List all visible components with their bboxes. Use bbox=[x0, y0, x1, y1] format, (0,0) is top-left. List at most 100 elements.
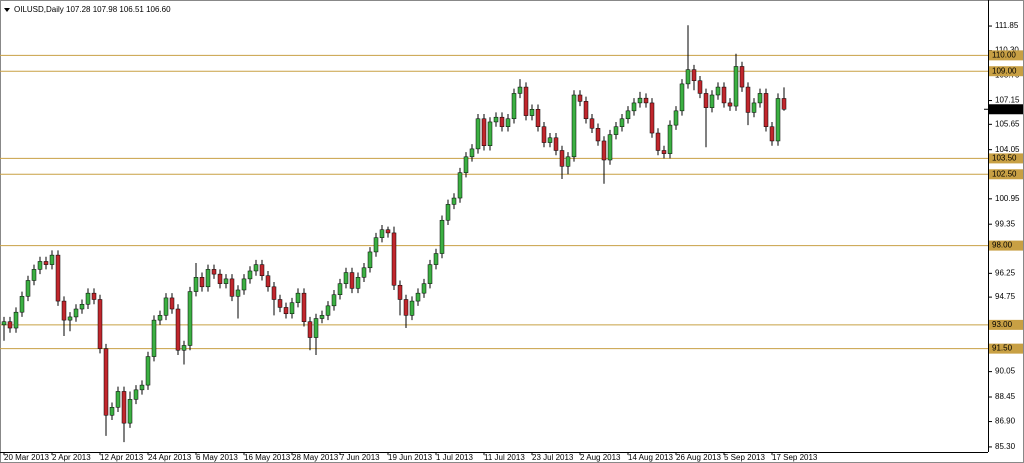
candle-body bbox=[175, 308, 181, 351]
candle-body bbox=[331, 294, 337, 307]
candle-body bbox=[67, 316, 73, 321]
menu-arrow[interactable] bbox=[4, 8, 10, 12]
candle-body bbox=[637, 97, 643, 104]
candle-body bbox=[583, 101, 589, 120]
candle-body bbox=[241, 278, 247, 291]
candle-body bbox=[163, 297, 169, 316]
candle-body bbox=[739, 66, 745, 88]
x-tick-label: 17 Sep 2013 bbox=[772, 453, 818, 462]
candle-body bbox=[643, 97, 649, 104]
level-label: 91.50 bbox=[992, 344, 1013, 353]
level-label: 109.00 bbox=[992, 66, 1017, 75]
candle-body bbox=[571, 94, 577, 158]
candle-body bbox=[601, 140, 607, 161]
candle-body bbox=[751, 102, 757, 113]
x-tick-label: 19 Jun 2013 bbox=[388, 453, 433, 462]
x-tick-label: 23 Jul 2013 bbox=[532, 453, 574, 462]
candle-body bbox=[229, 278, 235, 297]
candle-body bbox=[517, 86, 523, 94]
level-label: 103.50 bbox=[992, 154, 1017, 163]
y-tick-label: 94.75 bbox=[995, 292, 1016, 301]
candle-body bbox=[127, 399, 133, 424]
y-tick-label: 96.25 bbox=[995, 268, 1016, 277]
candle-body bbox=[655, 132, 661, 151]
candle-body bbox=[451, 197, 457, 205]
candle-body bbox=[379, 229, 385, 238]
candle-body bbox=[529, 109, 535, 116]
level-tag bbox=[989, 66, 1023, 77]
candle-body bbox=[283, 307, 289, 315]
candle-body bbox=[649, 102, 655, 134]
candle-body bbox=[43, 261, 49, 265]
x-tick-label: 7 Jun 2013 bbox=[340, 453, 380, 462]
candle-body bbox=[349, 272, 355, 289]
y-tick-label: 104.05 bbox=[995, 145, 1020, 154]
x-tick-label: 11 Jul 2013 bbox=[484, 453, 525, 462]
x-tick-label: 28 May 2013 bbox=[292, 453, 339, 462]
candle-body bbox=[235, 289, 241, 297]
candle-body bbox=[1, 321, 7, 326]
candle-body bbox=[247, 270, 253, 280]
candle-body bbox=[763, 93, 769, 127]
candle-body bbox=[505, 118, 511, 127]
candle-body bbox=[157, 315, 163, 321]
candle-body bbox=[301, 292, 307, 322]
candle-body bbox=[13, 311, 19, 329]
candle-body bbox=[619, 118, 625, 127]
candle-body bbox=[523, 86, 529, 116]
candle-body bbox=[607, 134, 613, 161]
candle-body bbox=[589, 118, 595, 129]
candle-body bbox=[691, 69, 697, 81]
y-tick-label: 88.45 bbox=[995, 392, 1016, 401]
level-tag bbox=[989, 50, 1023, 61]
level-label: 93.00 bbox=[992, 320, 1013, 329]
x-tick-label: 2 Apr 2013 bbox=[52, 453, 91, 462]
y-tick-label: 111.85 bbox=[995, 21, 1019, 30]
candle-body bbox=[511, 93, 517, 120]
candle-body bbox=[343, 272, 349, 284]
candle-body bbox=[145, 356, 151, 386]
candle-body bbox=[559, 150, 565, 167]
candle-body bbox=[661, 150, 667, 154]
level-tag bbox=[989, 240, 1023, 251]
candle-body bbox=[709, 94, 715, 108]
candle-body bbox=[115, 391, 121, 408]
level-tag bbox=[989, 153, 1023, 164]
candle-body bbox=[439, 219, 445, 254]
candle-body bbox=[397, 284, 403, 300]
candle-body bbox=[133, 389, 139, 400]
candle-body bbox=[85, 292, 91, 305]
candle-body bbox=[547, 137, 553, 143]
candle-body bbox=[541, 126, 547, 143]
candle-body bbox=[79, 304, 85, 310]
candle-body bbox=[679, 83, 685, 112]
y-tick-label: 86.90 bbox=[995, 417, 1016, 426]
x-tick-label: 26 Aug 2013 bbox=[676, 453, 721, 462]
x-tick-label: 5 Sep 2013 bbox=[724, 453, 765, 462]
candle-body bbox=[313, 318, 319, 338]
chart-title: OILUSD,Daily bbox=[14, 5, 64, 14]
x-tick-label: 2 Aug 2013 bbox=[580, 453, 621, 462]
level-label: 102.50 bbox=[992, 169, 1017, 178]
candle-body bbox=[289, 302, 295, 315]
candle-body bbox=[721, 86, 727, 104]
candle-body bbox=[265, 275, 271, 288]
candle-body bbox=[97, 299, 103, 349]
candle-body bbox=[781, 98, 787, 110]
x-tick-label: 6 May 2013 bbox=[196, 453, 238, 462]
candle-body bbox=[55, 254, 61, 302]
candle-body bbox=[715, 86, 721, 96]
candle-body bbox=[169, 297, 175, 310]
candle-body bbox=[391, 232, 397, 286]
candle-body bbox=[103, 348, 109, 416]
candle-body bbox=[775, 98, 781, 142]
candle-body bbox=[271, 286, 277, 300]
candle-body bbox=[769, 126, 775, 142]
candle-body bbox=[109, 407, 115, 416]
candle-body bbox=[577, 94, 583, 102]
candle-body bbox=[31, 269, 37, 281]
candle-body bbox=[415, 292, 421, 302]
candle-body bbox=[217, 273, 223, 284]
level-tag bbox=[989, 319, 1023, 330]
